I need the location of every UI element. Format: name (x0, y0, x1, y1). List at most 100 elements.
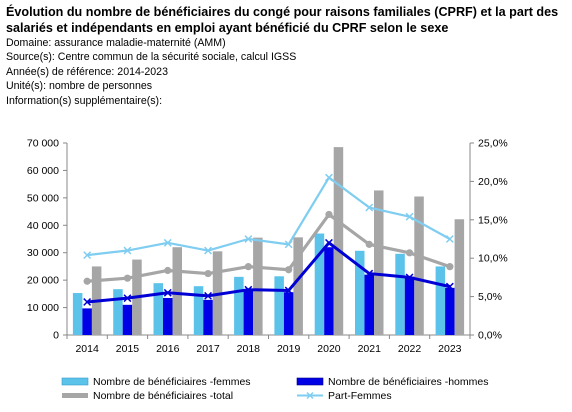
line-marker (325, 210, 333, 219)
line-marker (244, 263, 252, 271)
line-marker (445, 282, 454, 291)
y-right-tick-label: 25,0% (478, 138, 508, 150)
line-marker (325, 238, 333, 247)
line-marker (446, 263, 454, 271)
bar-total (333, 147, 344, 335)
bar-hommes (203, 299, 213, 335)
legend-swatch-marker (306, 392, 314, 399)
bar-total (293, 237, 303, 335)
legend-label: Nombre de bénéficiaires -total (93, 390, 233, 402)
line-marker (244, 235, 253, 243)
line-marker (163, 288, 172, 297)
x-tick-label: 2017 (196, 343, 220, 355)
y-right-tick-label: 10,0% (478, 253, 508, 265)
legend-label: Nombre de bénéficiaires -femmes (93, 376, 251, 388)
line-marker (163, 238, 172, 247)
x-tick-label: 2014 (75, 343, 99, 355)
line-marker (204, 246, 212, 255)
y-left-tick-label: 10 000 (27, 302, 59, 314)
bar-femmes (395, 253, 405, 335)
bar-femmes (274, 276, 284, 335)
line-marker (204, 291, 212, 300)
line-marker (123, 294, 132, 303)
domain-text: Domaine: assurance maladie-maternité (AM… (6, 37, 226, 49)
bar-hommes (404, 276, 415, 335)
y-left-tick-label: 30 000 (27, 247, 59, 259)
y-left-tick-label: 40 000 (27, 220, 59, 232)
bar-total (374, 190, 384, 335)
bar-total (172, 247, 182, 335)
y-left-tick-label: 50 000 (27, 192, 59, 204)
legend-swatch (61, 377, 89, 386)
line-marker (285, 266, 293, 274)
line-marker (83, 251, 92, 260)
bar-total (253, 237, 263, 335)
bar-femmes (314, 233, 325, 335)
line-marker (365, 269, 374, 278)
bar-femmes (113, 289, 123, 335)
x-tick-label: 2021 (358, 343, 382, 355)
bar-femmes (435, 266, 446, 335)
bar-hommes (243, 289, 254, 335)
reference-years-text: Année(s) de référence: 2014-2023 (6, 65, 168, 78)
line-marker (365, 240, 373, 248)
bar-femmes (153, 283, 163, 335)
legend-label: Nombre de bénéficiaires -hommes (328, 376, 488, 388)
y-right-tick-label: 0,0% (478, 330, 502, 342)
line-marker (164, 266, 172, 275)
y-left-tick-label: 70 000 (27, 138, 59, 150)
x-tick-label: 2023 (438, 343, 462, 355)
line-marker (405, 273, 414, 282)
y-left-tick-label: 60 000 (27, 165, 59, 177)
bar-hommes (445, 287, 455, 335)
line-part-total (87, 212, 451, 283)
chart-legend: Nombre de bénéficiaires -femmes Nombre de… (61, 376, 488, 402)
chart-header: Évolution du nombre de bénéficiaires du … (6, 4, 568, 108)
bar-total (454, 219, 465, 335)
x-tick-label: 2020 (317, 343, 341, 355)
line-marker (405, 249, 414, 257)
y-right-tick-label: 5,0% (478, 291, 502, 303)
bar-total (414, 196, 424, 335)
line-marker (405, 212, 414, 221)
legend-label: Part-Femmes (328, 390, 392, 402)
y-right-tick-label: 15,0% (478, 214, 508, 226)
bar-hommes (163, 297, 173, 335)
bar-hommes (324, 247, 334, 335)
line-part-femmes (87, 176, 451, 257)
bar-femmes (234, 276, 244, 335)
line-marker (123, 246, 132, 255)
line-marker (445, 235, 454, 243)
bar-femmes (193, 286, 204, 335)
line-marker (83, 277, 91, 285)
legend-swatch (62, 393, 88, 398)
legend-swatch (296, 377, 324, 386)
bar-femmes (72, 293, 83, 335)
additional-info-text: Information(s) supplémentaire(s): (6, 94, 163, 107)
bar-femmes (355, 250, 365, 335)
unit-text: Unité(s): nombre de personnes (6, 80, 153, 93)
line-marker (284, 240, 293, 249)
y-left-tick-label: 20 000 (27, 275, 59, 287)
line-marker (365, 203, 374, 212)
bar-hommes (122, 304, 133, 335)
line-marker (123, 274, 132, 282)
line-marker (244, 285, 253, 294)
bar-hommes (82, 308, 92, 335)
source-text: Source(s): Centre commun de la sécurité … (6, 51, 297, 64)
line-marker (204, 269, 212, 278)
line-marker (284, 286, 293, 295)
y-right-tick-label: 20,0% (478, 176, 508, 188)
plot-area: 0 10 000 20 000 30 000 40 000 50 000 60 000 70 … (27, 138, 508, 356)
x-tick-label: 2018 (237, 343, 261, 355)
line-marker (83, 298, 92, 306)
x-tick-label: 2019 (277, 343, 301, 355)
x-tick-label: 2022 (398, 343, 422, 355)
x-tick-label: 2015 (116, 343, 140, 355)
x-tick-label: 2016 (156, 343, 180, 355)
chart-title: Évolution du nombre de bénéficiaires du … (6, 5, 559, 35)
y-left-tick-label: 0 (53, 330, 59, 342)
line-part-hommes (87, 241, 451, 304)
bar-hommes (283, 292, 294, 335)
